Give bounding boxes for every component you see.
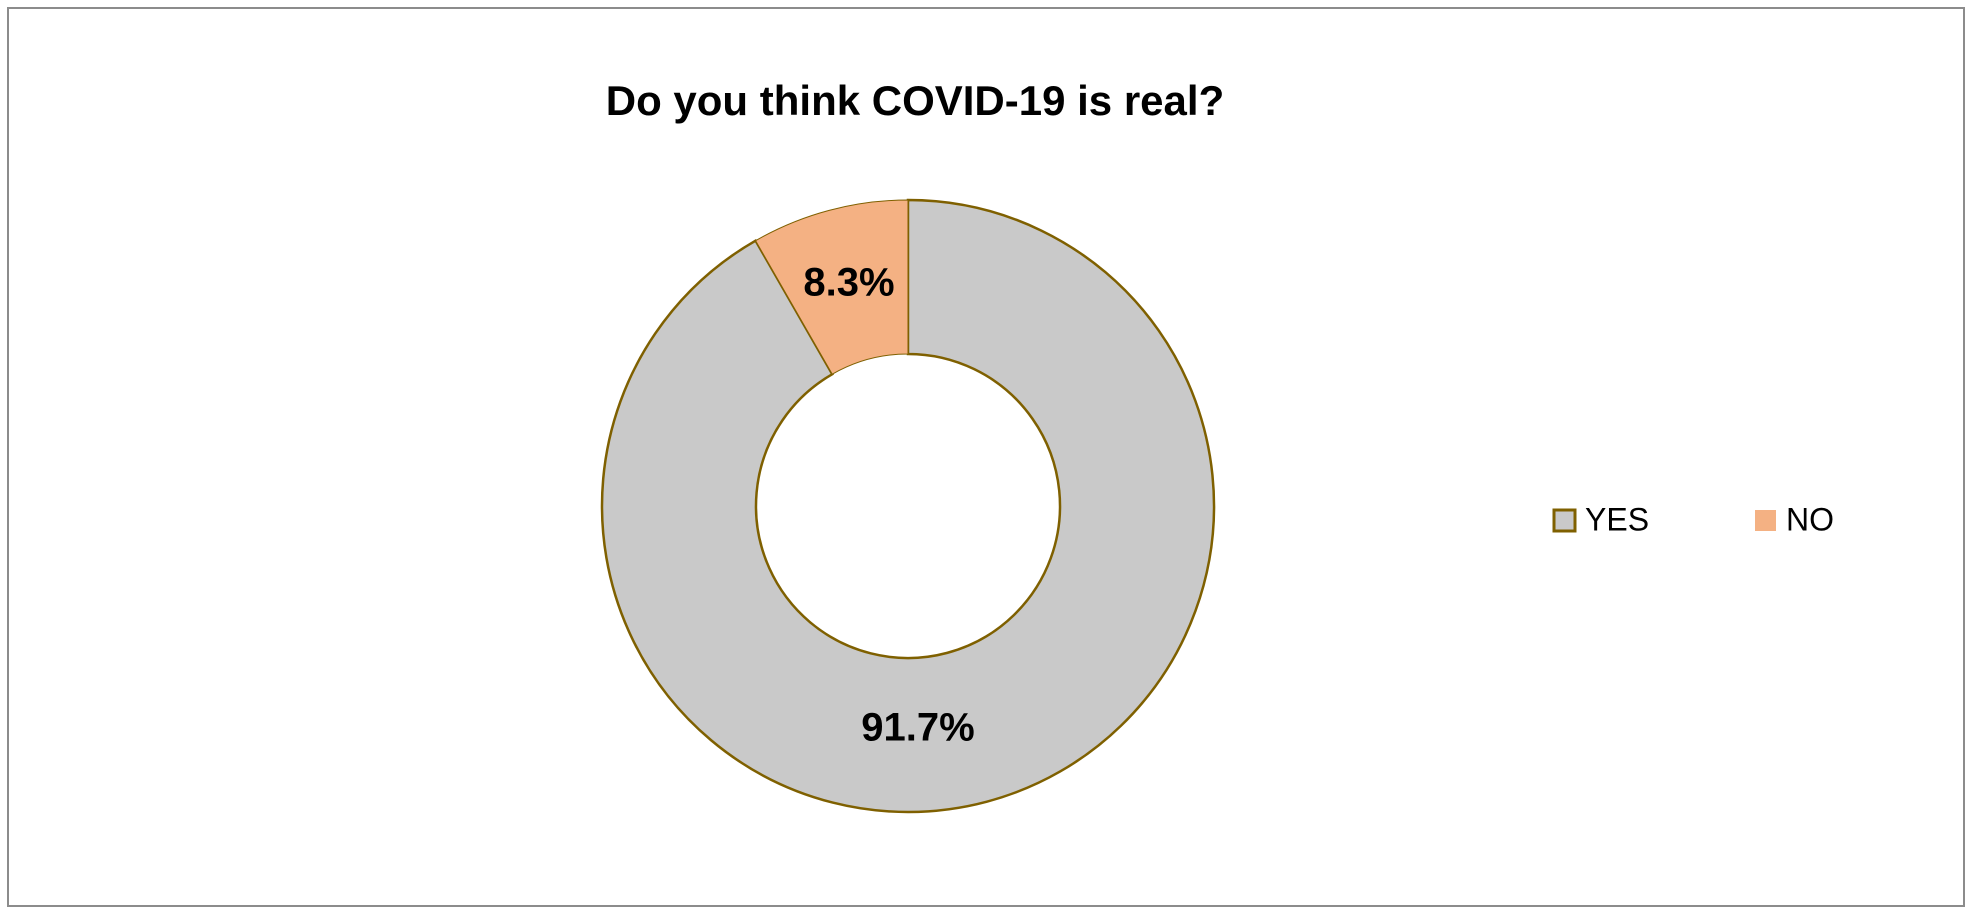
donut-slice [600, 198, 1216, 814]
data-label: 8.3% [803, 260, 894, 304]
donut-slice [754, 199, 909, 375]
legend-marker [1755, 510, 1776, 531]
legend-label: YES [1585, 501, 1649, 537]
chart-title: Do you think COVID-19 is real? [606, 77, 1224, 124]
data-label: 91.7% [861, 706, 974, 750]
legend-marker [1552, 508, 1577, 533]
legend-label: NO [1786, 501, 1834, 537]
